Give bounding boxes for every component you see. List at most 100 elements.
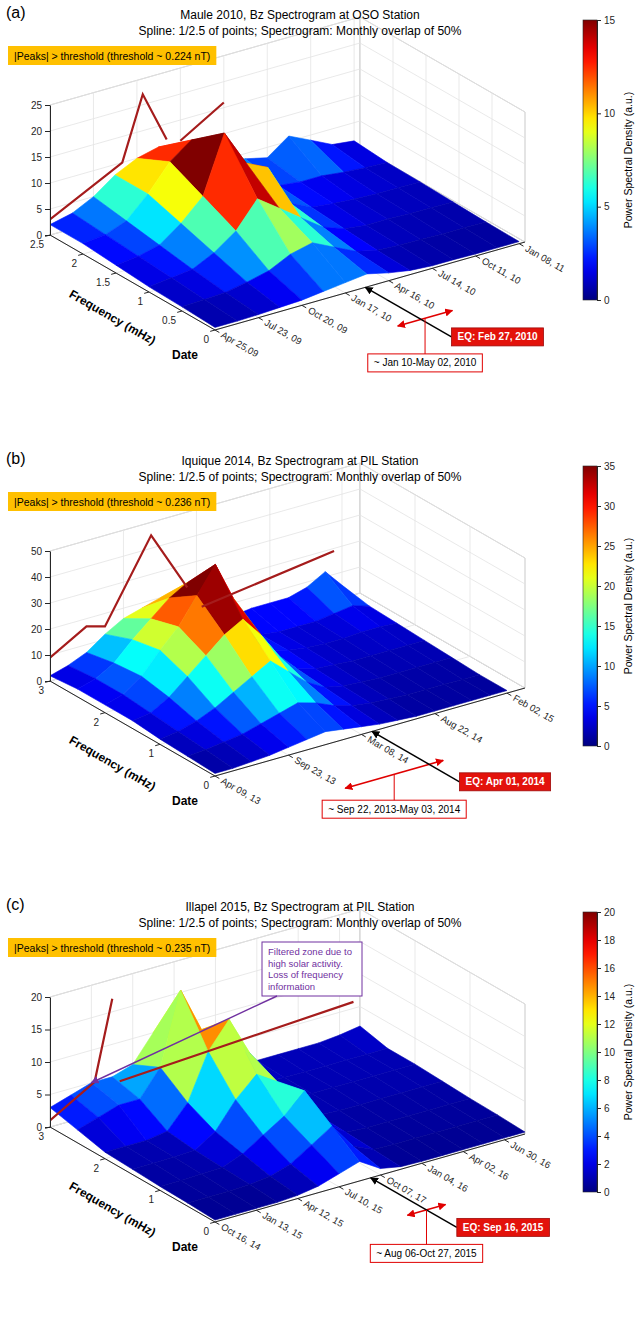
z-tick: 40 xyxy=(31,572,50,583)
panel: Apr 25,09Jul 23, 09Oct 20, 09Jan 17, 10A… xyxy=(6,4,634,372)
colorbar-tick: 14 xyxy=(597,991,616,1002)
eq-label: EQ: Apr 01, 2014 xyxy=(465,776,545,787)
colorbar-axis-line xyxy=(597,21,598,301)
y-tick-label: 0 xyxy=(203,780,209,791)
x-tick-label: Jul 23, 09 xyxy=(263,317,304,347)
z-tick-label: 0 xyxy=(36,230,42,241)
z-tick-label: 0 xyxy=(36,676,42,687)
window-label: ~ Aug 06-Oct 27, 2015 xyxy=(376,1248,477,1259)
note-line: high solar activity. xyxy=(268,958,343,969)
note-box xyxy=(262,942,362,996)
x-tick-mark xyxy=(258,318,262,320)
x-tick-mark xyxy=(345,293,349,295)
z-tick-label: 25 xyxy=(31,100,43,111)
x-tick-mark xyxy=(380,1175,384,1177)
colorbar-tick: 2 xyxy=(597,1159,610,1170)
colorbar-tick-mark xyxy=(597,506,601,507)
z-tick: 5 xyxy=(36,204,50,215)
eq-arrow xyxy=(371,1178,457,1228)
z-tick-mark xyxy=(45,157,50,158)
z-tick: 0 xyxy=(36,676,50,687)
z-tick: 50 xyxy=(31,546,50,557)
y-axis: 00.511.522.5Frequency (mHz) xyxy=(30,235,215,348)
threshold-box xyxy=(8,46,216,65)
colorbar-tick-mark xyxy=(597,113,601,114)
side-pane xyxy=(360,463,525,688)
y-axis-line xyxy=(50,1127,215,1222)
z-tick-label: 15 xyxy=(31,152,43,163)
colorbar-tick: 8 xyxy=(597,1075,610,1086)
x-tick-label: Apr 12, 15 xyxy=(302,1198,345,1229)
y-axis-title: Frequency (mHz) xyxy=(67,733,158,794)
colorbar xyxy=(583,466,597,746)
x-tick-label: Jul 14, 10 xyxy=(437,267,478,297)
colorbar-tick: 18 xyxy=(597,935,616,946)
note-line: information xyxy=(268,981,315,992)
panel-label: (a) xyxy=(6,4,26,21)
window-leader xyxy=(394,774,395,800)
x-axis-title: Date xyxy=(172,794,198,808)
colorbar-tick-mark xyxy=(597,706,601,707)
threshold-note: |Peaks| > threshold (threshold ~ 0.235 n… xyxy=(8,938,216,957)
y-axis-line xyxy=(50,681,215,776)
figure: Apr 25,09Jul 23, 09Oct 20, 09Jan 17, 10A… xyxy=(0,0,638,1339)
x-tick-mark xyxy=(507,693,511,695)
z-tick-label: 5 xyxy=(36,1089,42,1100)
x-tick-mark xyxy=(298,1199,302,1201)
x-tick-label: Apr 09, 13 xyxy=(219,775,262,806)
y-axis-title: Frequency (mHz) xyxy=(67,1179,158,1240)
y-tick-label: 1 xyxy=(148,748,154,759)
chart-root: Apr 25,09Jul 23, 09Oct 20, 09Jan 17, 10A… xyxy=(0,0,638,1339)
colorbar-axis: 02468101214161820 xyxy=(597,907,616,1198)
eq-label: EQ: Feb 27, 2010 xyxy=(457,331,537,342)
y-tick-mark xyxy=(45,1127,50,1128)
z-tick: 25 xyxy=(31,100,50,111)
threshold-box xyxy=(8,492,216,511)
x-tick-label: Feb 02, 15 xyxy=(511,692,556,724)
z-tick: 10 xyxy=(31,650,50,661)
x-tick-mark xyxy=(215,776,219,778)
z-tick-label: 40 xyxy=(31,572,43,583)
y-tick-label: 0.5 xyxy=(162,315,176,326)
y-tick-label: 0 xyxy=(203,1226,209,1237)
window-box xyxy=(368,354,483,372)
z-tick-mark xyxy=(45,1127,50,1128)
x-tick-mark xyxy=(339,1187,343,1189)
x-tick-mark xyxy=(215,330,219,332)
y-grid-line xyxy=(215,112,525,330)
threshold-box xyxy=(8,938,216,957)
x-tick-label: Jul 10, 15 xyxy=(343,1186,384,1216)
x-tick-label: Jan 08, 11 xyxy=(523,243,566,274)
colorbar-tick-label: 18 xyxy=(604,935,616,946)
z-tick-mark xyxy=(45,105,50,106)
y-tick-mark xyxy=(210,1222,215,1223)
x-tick-mark xyxy=(476,256,480,258)
subtitle: Spline: 1/2.5 of points; Spectrogram: Mo… xyxy=(139,916,462,930)
annotations: EQ: Apr 01, 2014~ Sep 22, 2013-May 03, 2… xyxy=(322,731,550,818)
note-arrow xyxy=(91,996,277,1083)
panel: Apr 09, 13Sep 23, 13Mar 08, 14Aug 22, 14… xyxy=(6,450,634,818)
z-tick-mark xyxy=(45,1062,50,1063)
colorbar-tick-label: 12 xyxy=(604,1019,616,1030)
colorbar-tick: 10 xyxy=(597,1047,616,1058)
colorbar-tick: 25 xyxy=(597,541,616,552)
y-grid-line xyxy=(83,36,393,254)
colorbar-tick-label: 0 xyxy=(604,1187,610,1198)
colorbar-tick-label: 6 xyxy=(604,1103,610,1114)
colorbar-tick-label: 0 xyxy=(604,295,610,306)
x-tick-mark xyxy=(215,1222,219,1224)
z-tick-mark xyxy=(45,235,50,236)
colorbar-tick: 15 xyxy=(597,621,616,632)
plot-area xyxy=(50,990,525,1220)
x-tick-label: Sep 23, 13 xyxy=(293,754,338,786)
z-axis-line xyxy=(50,106,51,236)
eq-box xyxy=(457,1218,550,1236)
colorbar-tick: 20 xyxy=(597,581,616,592)
y-grid-line xyxy=(215,558,525,776)
surface-cell xyxy=(182,299,237,327)
colorbar-tick: 5 xyxy=(597,201,610,212)
x-tick-label: Jan 13, 15 xyxy=(261,1209,305,1241)
colorbar-tick-label: 35 xyxy=(604,461,616,472)
subtitle: Spline: 1/2.5 of points; Spectrogram: Mo… xyxy=(139,24,462,38)
z-tick-mark xyxy=(45,551,50,552)
